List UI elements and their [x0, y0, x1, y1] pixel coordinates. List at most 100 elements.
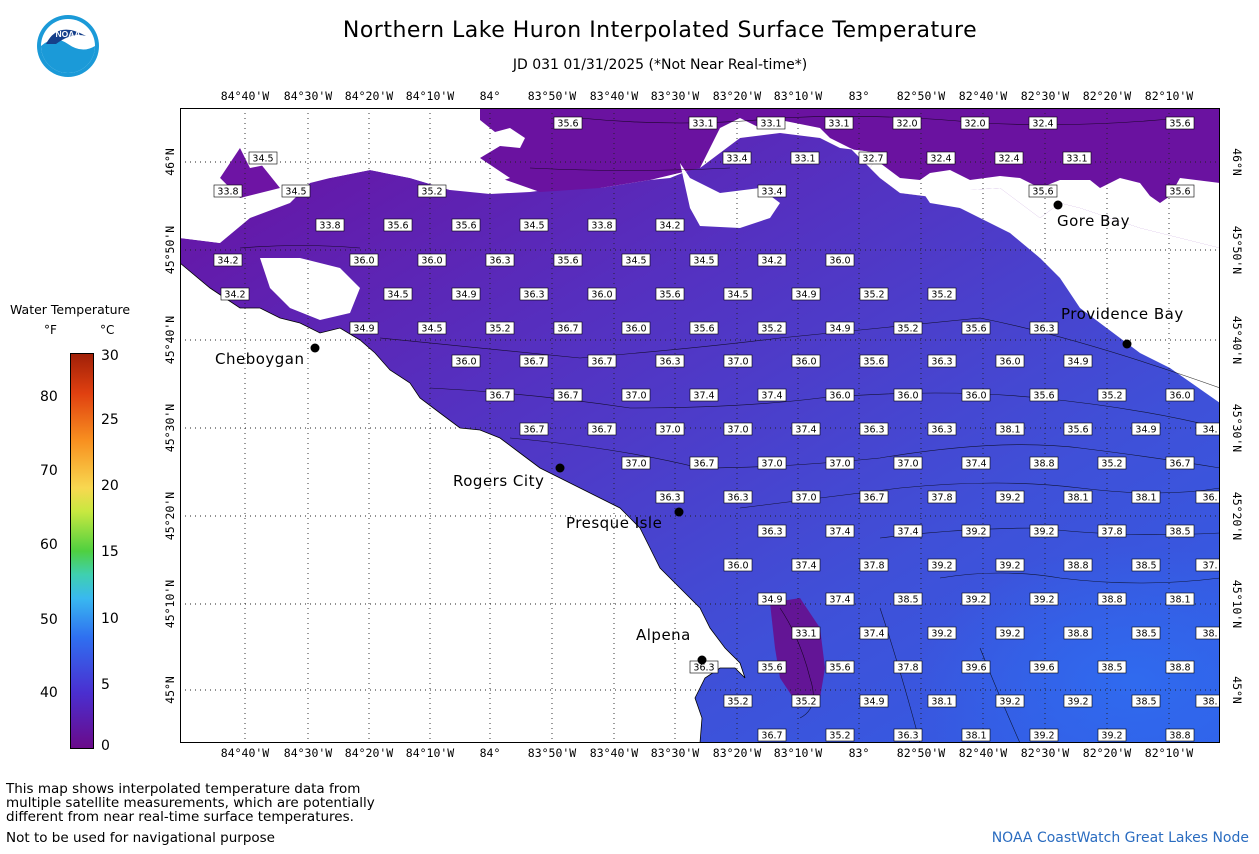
temperature-label: 37.8 — [1097, 524, 1127, 538]
svg-text:36.: 36. — [1202, 493, 1217, 504]
svg-text:35.6: 35.6 — [557, 119, 578, 130]
svg-text:36.3: 36.3 — [727, 493, 748, 504]
temperature-label: 33.1 — [688, 116, 718, 130]
svg-text:33.1: 33.1 — [692, 119, 713, 130]
temperature-label: 33.8 — [315, 218, 345, 232]
svg-text:34.9: 34.9 — [761, 595, 782, 606]
svg-text:35.6: 35.6 — [761, 663, 782, 674]
temperature-label: 35.6 — [553, 253, 583, 267]
svg-text:36.0: 36.0 — [1169, 391, 1190, 402]
temperature-label: 34.9 — [757, 592, 787, 606]
latitude-label: 45°50'N — [163, 225, 177, 275]
svg-text:34.9: 34.9 — [1135, 425, 1156, 436]
svg-text:34.9: 34.9 — [863, 697, 884, 708]
temperature-label: 33.1 — [1062, 151, 1092, 165]
svg-text:34.5: 34.5 — [387, 290, 408, 301]
temperature-label: 37.4 — [859, 626, 889, 640]
svg-text:36.0: 36.0 — [625, 324, 646, 335]
temperature-label: 38.8 — [1097, 592, 1127, 606]
svg-text:36.7: 36.7 — [523, 357, 544, 368]
svg-text:37.4: 37.4 — [829, 595, 850, 606]
longitude-label: 84°10'W — [405, 89, 455, 103]
svg-text:35.6: 35.6 — [387, 221, 408, 232]
svg-text:33.1: 33.1 — [795, 629, 816, 640]
svg-text:38.5: 38.5 — [1135, 629, 1156, 640]
temperature-label: 35.6 — [1063, 422, 1093, 436]
svg-text:33.4: 33.4 — [726, 154, 747, 165]
temperature-label: 34.9 — [1131, 422, 1161, 436]
temperature-label: 37.0 — [655, 422, 685, 436]
svg-text:36.0: 36.0 — [455, 357, 476, 368]
city-label: Rogers City — [453, 472, 544, 490]
temperature-label: 36.0 — [587, 287, 617, 301]
svg-text:36.0: 36.0 — [591, 290, 612, 301]
temperature-label: 37.8 — [893, 660, 923, 674]
longitude-label: 84°20'W — [344, 746, 394, 760]
svg-text:39.2: 39.2 — [1033, 527, 1054, 538]
temperature-label: 37.4 — [757, 388, 787, 402]
temperature-label: 35.2 — [485, 321, 515, 335]
svg-text:32.4: 32.4 — [998, 154, 1019, 165]
svg-text:38.1: 38.1 — [1135, 493, 1156, 504]
temperature-label: 35.2 — [1097, 456, 1127, 470]
temperature-label: 35.2 — [1097, 388, 1127, 402]
longitude-label: 82°30'W — [1020, 89, 1070, 103]
svg-text:35.6: 35.6 — [557, 256, 578, 267]
temperature-label: 36.3 — [723, 490, 753, 504]
svg-text:35.6: 35.6 — [1169, 187, 1190, 198]
temperature-label: 34.5 — [723, 287, 753, 301]
temperature-label: 37.8 — [927, 490, 957, 504]
temperature-label: 35.6 — [553, 116, 583, 130]
temperature-label: 37.4 — [893, 524, 923, 538]
temperature-label: 35.6 — [451, 218, 481, 232]
temperature-label: 39.2 — [995, 558, 1025, 572]
longitude-label: 83°30'W — [650, 89, 700, 103]
temperature-label: 37.4 — [791, 422, 821, 436]
svg-text:35.6: 35.6 — [1032, 187, 1053, 198]
temperature-label: 37.0 — [723, 354, 753, 368]
temperature-label: 36.3 — [927, 354, 957, 368]
longitude-label: 84°20'W — [344, 89, 394, 103]
temperature-label: 38.5 — [1131, 626, 1161, 640]
longitude-label: 82°30'W — [1020, 746, 1070, 760]
svg-text:37.0: 37.0 — [829, 459, 850, 470]
temperature-label: 36.3 — [859, 422, 889, 436]
logo-text: NOAA — [55, 29, 80, 39]
svg-text:36.0: 36.0 — [727, 561, 748, 572]
colorbar-tick-c: 5 — [101, 677, 110, 693]
temperature-label: 34.2 — [213, 253, 243, 267]
temperature-label: 34.9 — [349, 321, 379, 335]
svg-text:34.5: 34.5 — [523, 221, 544, 232]
svg-text:35.2: 35.2 — [931, 290, 952, 301]
svg-text:32.7: 32.7 — [862, 154, 883, 165]
longitude-label: 83°50'W — [527, 89, 577, 103]
colorbar-tick-c: 10 — [101, 611, 119, 627]
temperature-label: 38.1 — [1131, 490, 1161, 504]
svg-text:36.3: 36.3 — [1033, 324, 1054, 335]
temperature-label: 36.7 — [689, 456, 719, 470]
legend-unit-c: °C — [100, 323, 115, 337]
temperature-label: 38.8 — [1029, 456, 1059, 470]
temperature-label: 36.7 — [859, 490, 889, 504]
svg-text:34.2: 34.2 — [659, 221, 680, 232]
latitude-label: 45°30'N — [163, 403, 177, 453]
temperature-label: 36.7 — [757, 728, 787, 742]
temperature-label: 35.2 — [825, 728, 855, 742]
svg-text:34.2: 34.2 — [217, 256, 238, 267]
svg-text:39.2: 39.2 — [1101, 731, 1122, 742]
city-marker: Cheboygan — [215, 343, 320, 368]
svg-text:37.4: 37.4 — [863, 629, 884, 640]
temperature-label: 38.1 — [961, 728, 991, 742]
temperature-label: 39.2 — [961, 524, 991, 538]
svg-text:35.6: 35.6 — [455, 221, 476, 232]
svg-text:37.4: 37.4 — [795, 561, 816, 572]
temperature-label: 33.4 — [757, 184, 787, 198]
temperature-label: 32.4 — [926, 151, 956, 165]
temperature-label: 38.5 — [1097, 660, 1127, 674]
temperature-label: 34.5 — [417, 321, 447, 335]
temperature-label: 35.6 — [1028, 184, 1058, 198]
svg-text:39.2: 39.2 — [965, 527, 986, 538]
svg-text:34.5: 34.5 — [693, 256, 714, 267]
svg-text:38.5: 38.5 — [1169, 527, 1190, 538]
temperature-label: 35.6 — [383, 218, 413, 232]
